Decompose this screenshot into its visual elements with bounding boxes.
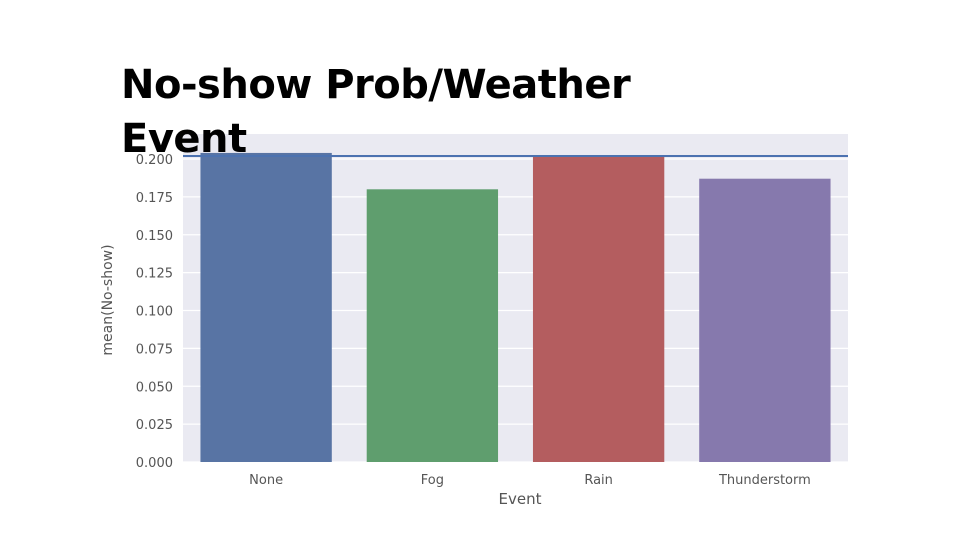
- y-tick-label: 0.100: [136, 305, 173, 320]
- y-tick-label: 0.075: [136, 342, 173, 357]
- y-axis-label: mean(No-show): [100, 244, 116, 355]
- y-tick-label: 0.125: [136, 267, 173, 282]
- y-tick-label: 0.000: [136, 456, 173, 471]
- x-tick-labels: None Fog Rain Thunderstorm: [249, 473, 811, 488]
- x-tick-label: Rain: [584, 473, 613, 488]
- y-tick-label: 0.150: [136, 229, 173, 244]
- y-tick-label: 0.200: [136, 153, 173, 168]
- y-tick-labels: 0.000 0.025 0.050 0.075 0.100 0.125 0.150 0.175…: [136, 153, 173, 471]
- bar-none: [200, 152, 332, 462]
- x-tick-label: Fog: [421, 473, 444, 488]
- slide-title: No-show Prob/Weather Event: [121, 62, 631, 162]
- bar-thunderstorm: [699, 178, 831, 462]
- y-tick-label: 0.025: [136, 418, 173, 433]
- y-tick-label: 0.175: [136, 191, 173, 206]
- y-tick-label: 0.050: [136, 380, 173, 395]
- bars: [200, 152, 831, 463]
- bar-fog: [366, 189, 499, 463]
- x-axis-label: Event: [499, 490, 542, 508]
- x-tick-label: Thunderstorm: [718, 473, 811, 488]
- x-tick-label: None: [249, 473, 283, 488]
- bar-rain: [532, 155, 665, 462]
